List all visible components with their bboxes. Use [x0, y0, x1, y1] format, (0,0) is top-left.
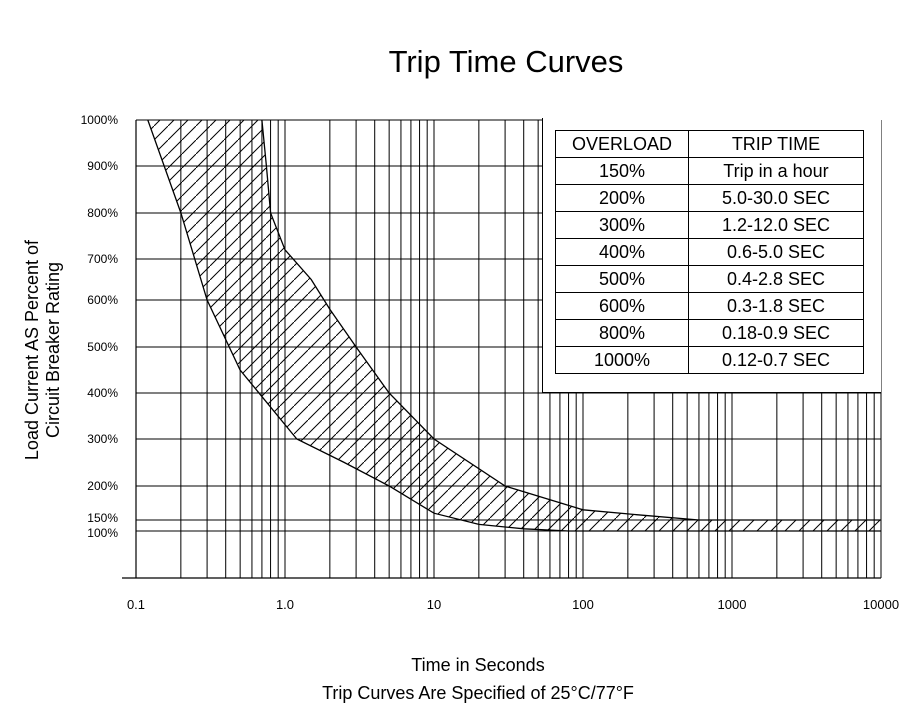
overload-cell: 800%: [555, 319, 689, 347]
y-axis-label-line1: Load Current AS Percent of: [22, 239, 42, 461]
y-tick-label: 1000%: [81, 113, 119, 127]
overload-cell: 600%: [555, 292, 689, 320]
table-row: 300% 1.2-12.0 SEC: [555, 211, 864, 239]
y-tick-label: 500%: [87, 340, 118, 354]
header-trip-time: TRIP TIME: [688, 130, 864, 158]
table-row: 400% 0.6-5.0 SEC: [555, 238, 864, 266]
y-tick-label: 400%: [87, 386, 118, 400]
x-tick-label: 100: [572, 597, 594, 612]
x-axis-label: Time in Seconds: [411, 655, 545, 675]
trip-time-cell: 0.3-1.8 SEC: [688, 292, 864, 320]
y-tick-label: 800%: [87, 206, 118, 220]
trip-time-cell: Trip in a hour: [688, 157, 864, 185]
table-row: 1000% 0.12-0.7 SEC: [555, 346, 864, 374]
overload-cell: 200%: [555, 184, 689, 212]
table-row: 800% 0.18-0.9 SEC: [555, 319, 864, 347]
y-tick-label: 100%: [87, 526, 118, 540]
y-tick-label: 600%: [87, 293, 118, 307]
trip-time-cell: 0.12-0.7 SEC: [688, 346, 864, 374]
y-tick-label: 700%: [87, 252, 118, 266]
overload-cell: 150%: [555, 157, 689, 185]
overload-cell: 1000%: [555, 346, 689, 374]
trip-time-cell: 0.6-5.0 SEC: [688, 238, 864, 266]
y-axis-label: Load Current AS Percent of Circuit Break…: [18, 120, 68, 580]
x-tick-label: 1.0: [276, 597, 294, 612]
overload-cell: 300%: [555, 211, 689, 239]
x-tick-label: 0.1: [127, 597, 145, 612]
table-row: 150% Trip in a hour: [555, 157, 864, 185]
x-tick-label: 10: [427, 597, 441, 612]
table-row: 500% 0.4-2.8 SEC: [555, 265, 864, 293]
chart-title: Trip Time Curves: [388, 44, 624, 79]
table-row: 600% 0.3-1.8 SEC: [555, 292, 864, 320]
y-axis-label-line2: Circuit Breaker Rating: [43, 261, 63, 439]
min-trip-curve: [147, 119, 881, 532]
table-header-row: OVERLOAD TRIP TIME: [555, 130, 864, 158]
trip-time-cell: 0.18-0.9 SEC: [688, 319, 864, 347]
overload-cell: 500%: [555, 265, 689, 293]
y-tick-label: 300%: [87, 432, 118, 446]
y-tick-label: 200%: [87, 479, 118, 493]
y-tick-label: 900%: [87, 159, 118, 173]
overload-cell: 400%: [555, 238, 689, 266]
trip-time-cell: 1.2-12.0 SEC: [688, 211, 864, 239]
chart-subtitle: Trip Curves Are Specified of 25°C/77°F: [322, 683, 634, 703]
trip-time-cell: 5.0-30.0 SEC: [688, 184, 864, 212]
trip-band-hatch: [147, 120, 882, 531]
header-overload: OVERLOAD: [555, 130, 689, 158]
y-tick-label: 150%: [87, 511, 118, 525]
table-row: 200% 5.0-30.0 SEC: [555, 184, 864, 212]
x-tick-label: 10000: [863, 597, 899, 612]
trip-time-table: OVERLOAD TRIP TIME 150% Trip in a hour 200…: [555, 130, 864, 374]
max-trip-curve: [261, 119, 881, 521]
trip-time-cell: 0.4-2.8 SEC: [688, 265, 864, 293]
x-tick-label: 1000: [718, 597, 747, 612]
